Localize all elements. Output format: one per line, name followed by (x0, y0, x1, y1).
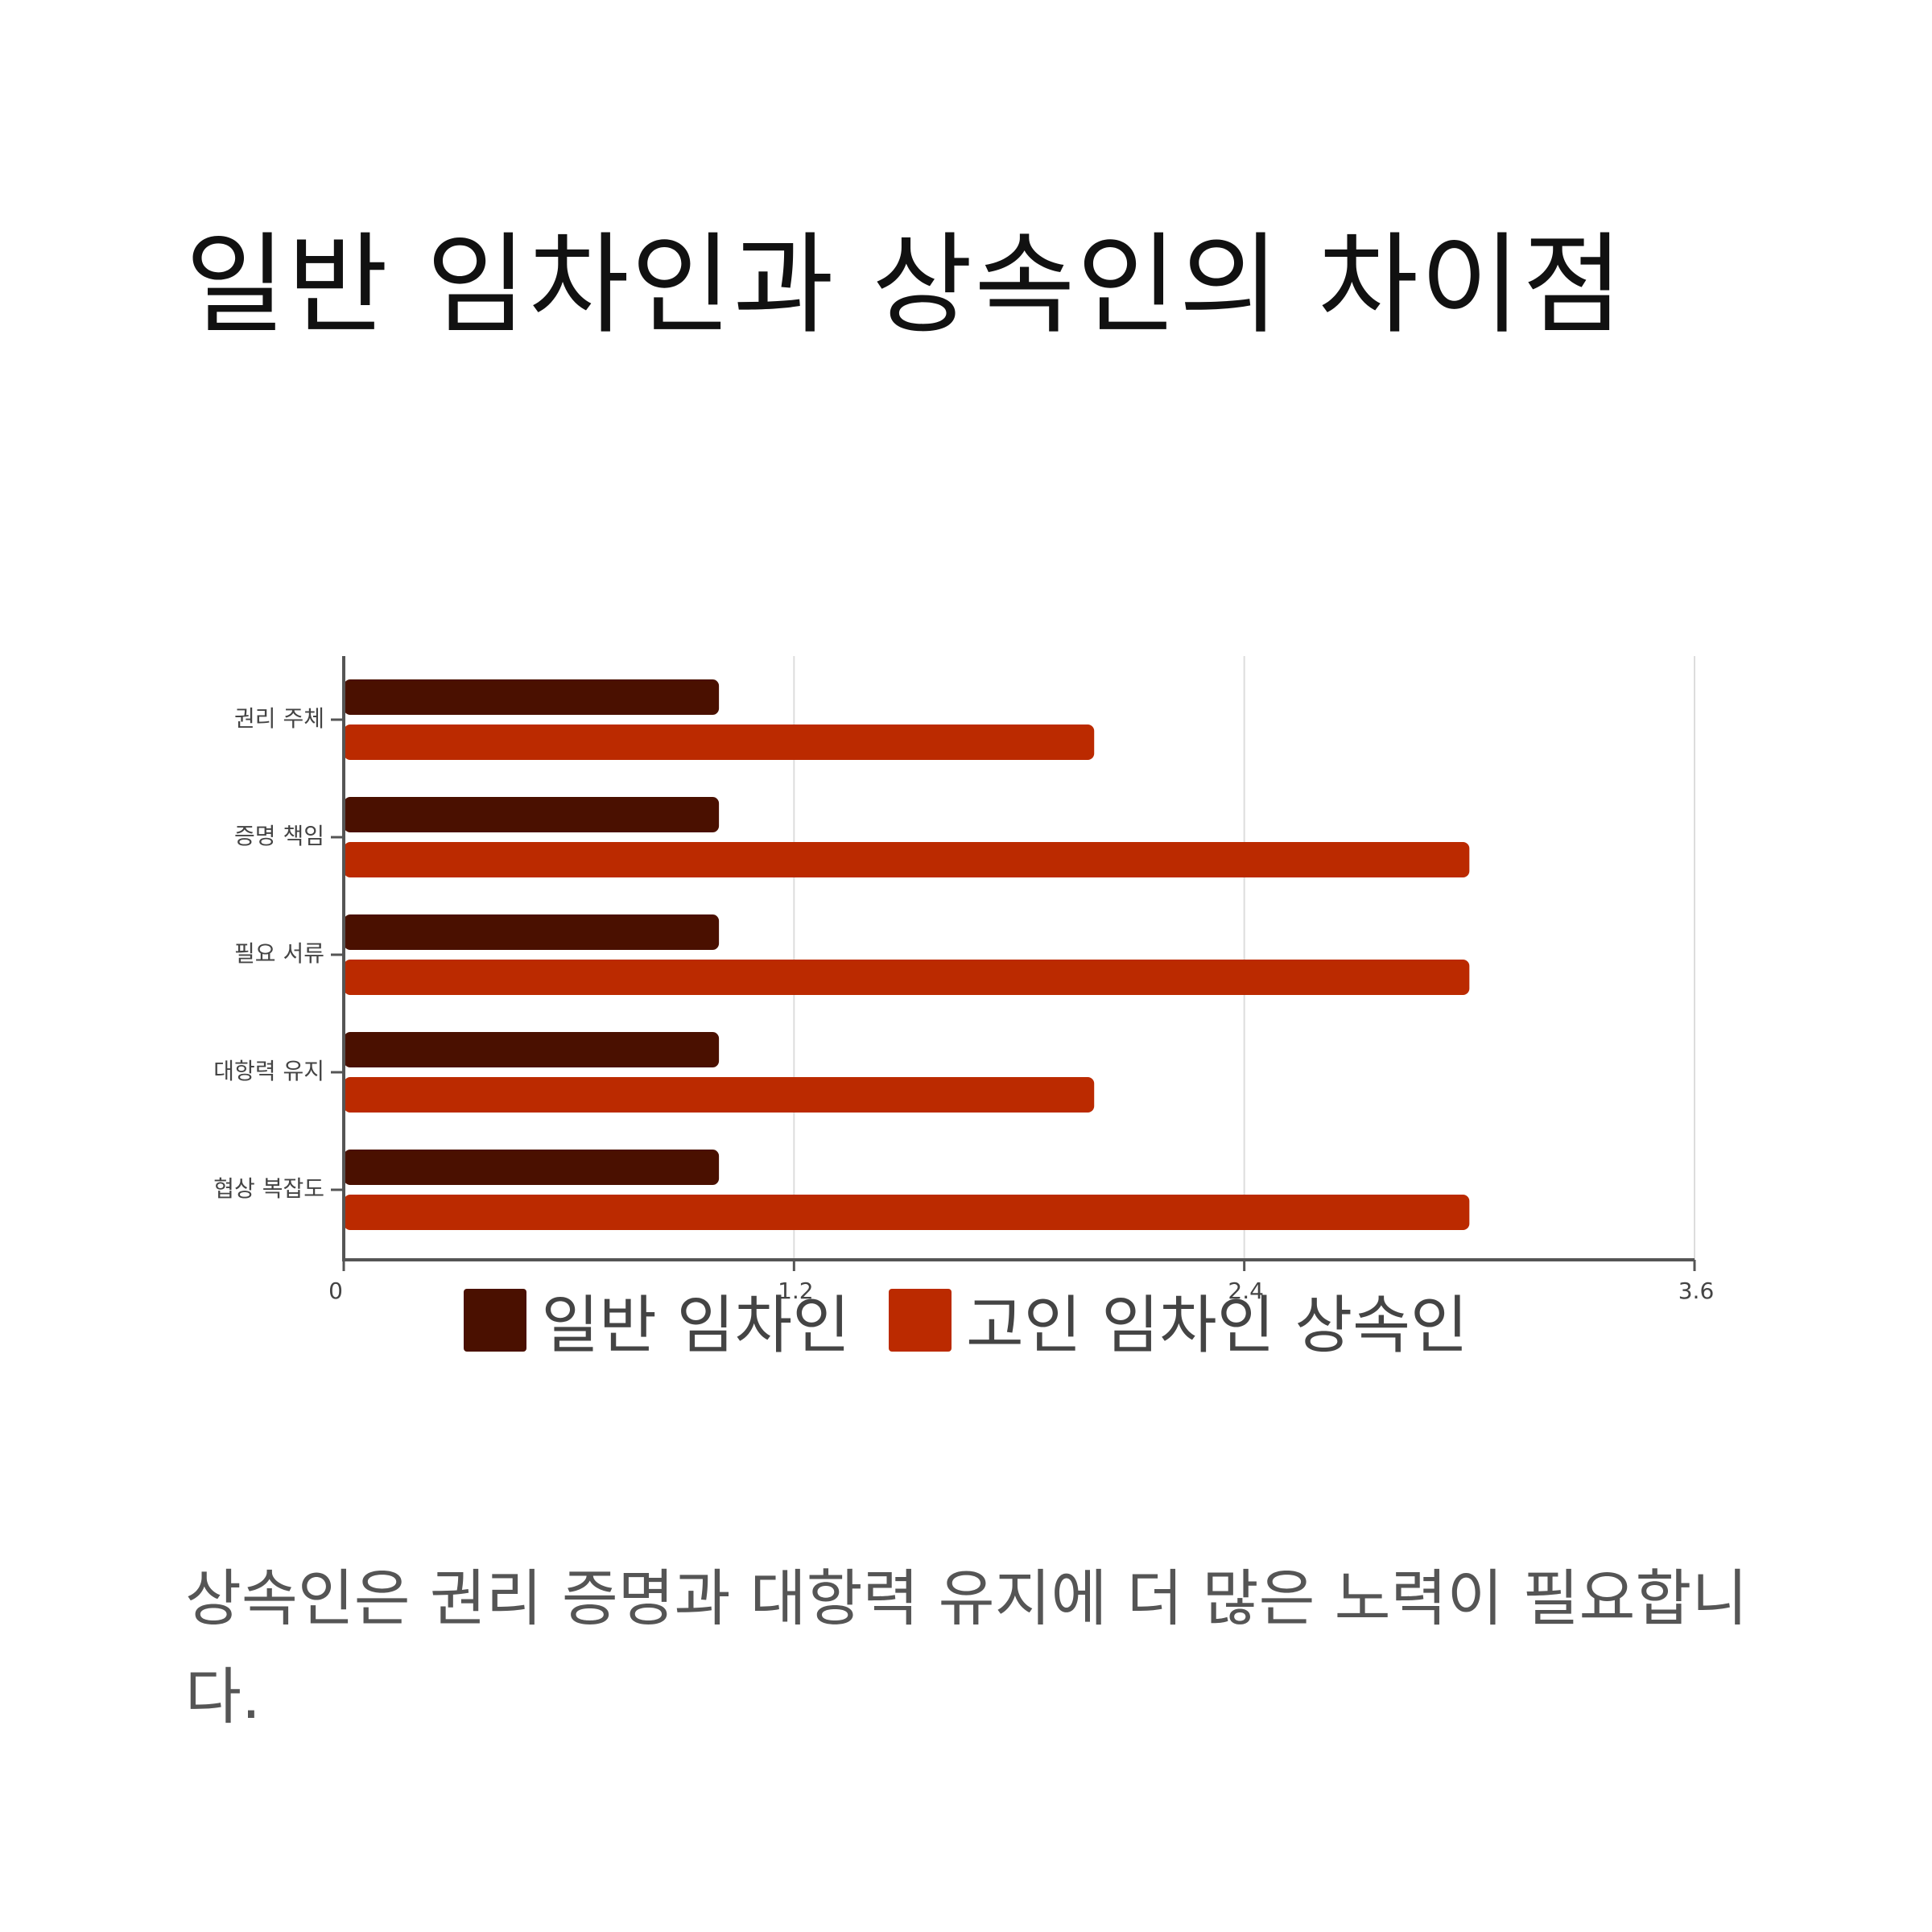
x-tick-label: 0 (328, 1278, 343, 1304)
legend-item-heir: 고인 임차인 상속인 (888, 1275, 1468, 1365)
bar-general-tenant (344, 679, 720, 715)
legend-label-general-tenant: 일반 임차인 (541, 1290, 850, 1362)
x-tick-label: 2.4 (1228, 1278, 1264, 1304)
legend-swatch-heir (888, 1289, 952, 1352)
category-label: 협상 복잡도 (213, 1175, 324, 1202)
category-label: 필요 서류 (234, 940, 324, 967)
x-tick-label: 3.6 (1678, 1278, 1715, 1304)
bar-general-tenant (344, 797, 720, 832)
bar-heir (344, 1195, 1470, 1230)
bar-heir (344, 1077, 1095, 1113)
legend-swatch-general-tenant (464, 1289, 527, 1352)
chart-caption: 상속인은 권리 증명과 대항력 유지에 더 많은 노력이 필요합니다. (185, 1563, 1748, 1732)
bar-heir (344, 960, 1470, 995)
category-label: 권리 주체 (234, 705, 324, 732)
legend-label-heir: 고인 임차인 상속인 (965, 1290, 1468, 1362)
bar-heir (344, 724, 1095, 760)
x-tick-label: 1.2 (778, 1278, 814, 1304)
bar-heir (344, 842, 1470, 877)
category-label: 대항력 유지 (213, 1058, 324, 1084)
category-label: 증명 책임 (234, 823, 324, 849)
bar-general-tenant (344, 1150, 720, 1185)
page-title: 일반 임차인과 상속인의 차이점 (185, 222, 1625, 349)
bar-general-tenant (344, 1032, 720, 1067)
bar-general-tenant (344, 914, 720, 950)
chart-legend: 일반 임차인 고인 임차인 상속인 (0, 1280, 1932, 1362)
legend-item-general-tenant: 일반 임차인 (464, 1275, 850, 1365)
